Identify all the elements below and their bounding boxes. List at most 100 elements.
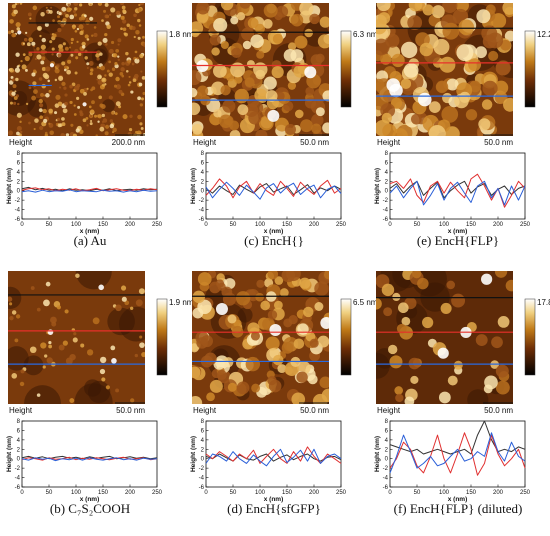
x-tick-label: 200 (309, 222, 320, 228)
panel-caption: (b) C₇S₂COOH (49, 501, 131, 516)
x-axis-label: x (nm) (80, 496, 100, 503)
x-tick-label: 100 (439, 490, 450, 496)
height-profile-chart: -6 -4 -2 0 2 4 6 8 0 50 100 150 200 250 x (nm) Height (… (190, 419, 347, 503)
afm-height-image (8, 271, 145, 404)
y-tick-label: 0 (201, 189, 205, 195)
profile-series (389, 180, 526, 206)
y-tick-label: -4 (383, 208, 389, 214)
y-axis-label: Height (nm) (190, 168, 197, 204)
plot-frame (205, 420, 342, 488)
plot-frame (21, 420, 158, 488)
y-tick-label: 6 (385, 160, 389, 166)
profile-series (389, 432, 526, 476)
y-tick-label: -2 (383, 198, 389, 204)
x-tick-label: 100 (71, 222, 82, 228)
color-scale-max: 6.3 nm (353, 30, 378, 39)
panel-caption: (e) EncH{FLP} (416, 233, 500, 248)
color-scale-bar (156, 30, 168, 108)
x-tick-label: 0 (388, 490, 392, 496)
y-tick-label: 6 (17, 160, 21, 166)
y-tick-label: -4 (15, 208, 21, 214)
x-tick-label: 200 (493, 490, 504, 496)
x-tick-label: 200 (125, 222, 136, 228)
profile-series (389, 173, 526, 208)
profile-series (21, 457, 158, 462)
x-tick-label: 50 (230, 490, 237, 496)
panel-6: Height 50.0 nm 17.8 nm -6 -4 -2 0 2 4 6 8 0 50 100 150… (374, 271, 550, 503)
y-tick-label: -6 (15, 485, 21, 491)
y-tick-label: 2 (17, 447, 21, 453)
x-tick-label: 250 (336, 490, 347, 496)
profile-series (205, 181, 342, 200)
x-tick-label: 100 (71, 490, 82, 496)
y-tick-label: 2 (201, 447, 205, 453)
x-axis-label: x (nm) (448, 496, 468, 503)
x-tick-label: 250 (520, 490, 531, 496)
x-tick-label: 250 (336, 222, 347, 228)
y-axis-label: Height (nm) (6, 168, 13, 204)
color-scale-bar (340, 30, 352, 108)
height-label: Height (193, 406, 217, 415)
color-scale-max: 6.5 nm (353, 298, 378, 307)
y-tick-label: -2 (199, 198, 205, 204)
y-tick-label: 0 (17, 457, 21, 463)
color-scale-bar (524, 298, 536, 376)
profile-series (21, 187, 158, 192)
panel-3: Height 50.0 nm 12.2 nm -6 -4 -2 0 2 4 6 8 0 50 100 150… (374, 3, 550, 235)
afm-height-image (376, 3, 513, 136)
x-tick-label: 100 (255, 222, 266, 228)
x-tick-label: 200 (125, 490, 136, 496)
height-profile-chart: -6 -4 -2 0 2 4 6 8 0 50 100 150 200 250 x (nm) Height (… (6, 419, 163, 503)
height-label: Height (9, 138, 33, 147)
y-tick-label: 0 (385, 189, 389, 195)
x-tick-label: 50 (46, 222, 53, 228)
afm-height-image (192, 271, 329, 404)
color-scale-max: 1.9 nm (169, 298, 194, 307)
scale-bar-label: 200.0 nm (112, 138, 146, 147)
x-tick-label: 100 (439, 222, 450, 228)
profile-series (389, 420, 526, 455)
panel-4: Height 50.0 nm 1.9 nm -6 -4 -2 0 2 4 6 8 0 50 100 150 2… (6, 271, 194, 503)
color-scale-max: 1.8 nm (169, 30, 194, 39)
afm-height-image (376, 271, 513, 404)
y-tick-label: 4 (201, 170, 205, 176)
y-tick-label: -6 (383, 485, 389, 491)
y-tick-label: 4 (385, 438, 389, 444)
x-tick-label: 0 (204, 490, 208, 496)
y-tick-label: -6 (199, 217, 205, 223)
x-tick-label: 250 (520, 222, 531, 228)
color-scale-bar (156, 298, 168, 376)
height-profile-chart: -6 -4 -2 0 2 4 6 8 0 50 100 150 200 250 x (nm) Height (… (190, 151, 347, 235)
scale-bar-label: 50.0 nm (484, 138, 513, 147)
y-axis-label: Height (nm) (374, 168, 381, 204)
y-tick-label: 8 (385, 419, 389, 425)
height-profile-chart: -6 -4 -2 0 2 4 6 8 0 50 100 150 200 250 x (nm) Height (… (6, 151, 163, 235)
y-tick-label: -4 (15, 476, 21, 482)
y-tick-label: 8 (17, 151, 21, 157)
x-axis-label: x (nm) (264, 496, 284, 503)
y-tick-label: 6 (17, 428, 21, 434)
plot-frame (205, 152, 342, 220)
x-tick-label: 250 (152, 490, 163, 496)
height-profile-chart: -6 -4 -2 0 2 4 6 8 0 50 100 150 200 250 x (nm) Height (… (374, 151, 531, 235)
color-scale-bar (340, 298, 352, 376)
afm-height-image (8, 3, 145, 136)
y-tick-label: 2 (17, 179, 21, 185)
x-tick-label: 150 (282, 222, 293, 228)
y-tick-label: -6 (199, 485, 205, 491)
x-tick-label: 50 (46, 490, 53, 496)
height-profile-chart: -6 -4 -2 0 2 4 6 8 0 50 100 150 200 250 x (nm) Height (… (374, 419, 531, 503)
y-tick-label: 8 (201, 151, 205, 157)
profile-series (21, 455, 158, 460)
x-tick-label: 0 (204, 222, 208, 228)
color-scale-max: 12.2 nm (537, 30, 550, 39)
x-tick-label: 50 (414, 222, 421, 228)
panel-caption: (f) EncH{FLP} (diluted) (393, 501, 523, 516)
y-tick-label: -2 (383, 466, 389, 472)
y-tick-label: 4 (201, 438, 205, 444)
x-tick-label: 100 (255, 490, 266, 496)
y-tick-label: 0 (17, 189, 21, 195)
x-tick-label: 150 (466, 222, 477, 228)
x-tick-label: 150 (466, 490, 477, 496)
